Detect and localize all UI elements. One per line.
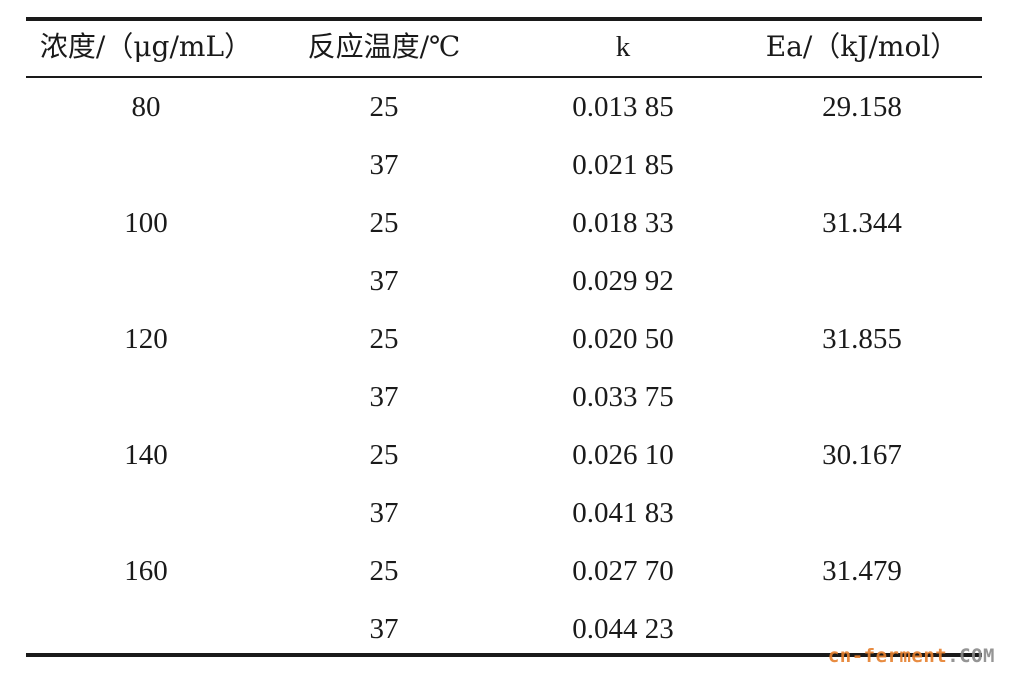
watermark-suffix: .COM: [947, 645, 995, 667]
cell-temperature: 37: [369, 265, 399, 297]
cell-activation-energy: 31.479: [822, 555, 902, 587]
cell-activation-energy: 29.158: [822, 91, 902, 123]
cell-rate-constant: 0.029 92: [572, 265, 674, 297]
cell-concentration: 100: [124, 207, 168, 239]
cell-concentration: 120: [124, 323, 168, 355]
table-header-rule: [26, 76, 982, 78]
cell-rate-constant: 0.018 33: [572, 207, 674, 239]
cell-temperature: 37: [369, 149, 399, 181]
cell-rate-constant: 0.026 10: [572, 439, 674, 471]
cell-activation-energy: 31.855: [822, 323, 902, 355]
cell-temperature: 25: [369, 323, 399, 355]
cell-concentration: 160: [124, 555, 168, 587]
cell-activation-energy: 31.344: [822, 207, 902, 239]
cell-temperature: 37: [369, 381, 399, 413]
header-activation-energy: Ea/（kJ/mol）: [765, 30, 959, 63]
watermark-main: cn-ferment: [827, 645, 948, 667]
cell-rate-constant: 0.027 70: [572, 555, 674, 587]
cell-concentration: 140: [124, 439, 168, 471]
cell-temperature: 25: [369, 555, 399, 587]
cell-temperature: 37: [369, 613, 399, 645]
table-bottom-rule: [26, 653, 982, 657]
cell-rate-constant: 0.044 23: [572, 613, 674, 645]
header-concentration: 浓度/（μg/mL）: [39, 30, 253, 63]
header-rate-constant: k: [615, 31, 631, 63]
cell-activation-energy: 30.167: [822, 439, 902, 471]
cell-rate-constant: 0.021 85: [572, 149, 674, 181]
table-top-rule: [26, 17, 982, 21]
header-reaction-temperature: 反应温度/℃: [307, 30, 461, 63]
cell-temperature: 25: [369, 91, 399, 123]
cell-rate-constant: 0.041 83: [572, 497, 674, 529]
cell-rate-constant: 0.033 75: [572, 381, 674, 413]
cell-temperature: 25: [369, 207, 399, 239]
cell-concentration: 80: [131, 91, 161, 123]
cell-temperature: 25: [369, 439, 399, 471]
cell-temperature: 37: [369, 497, 399, 529]
site-watermark: cn-ferment.COM: [828, 645, 995, 667]
cell-rate-constant: 0.013 85: [572, 91, 674, 123]
cell-rate-constant: 0.020 50: [572, 323, 674, 355]
